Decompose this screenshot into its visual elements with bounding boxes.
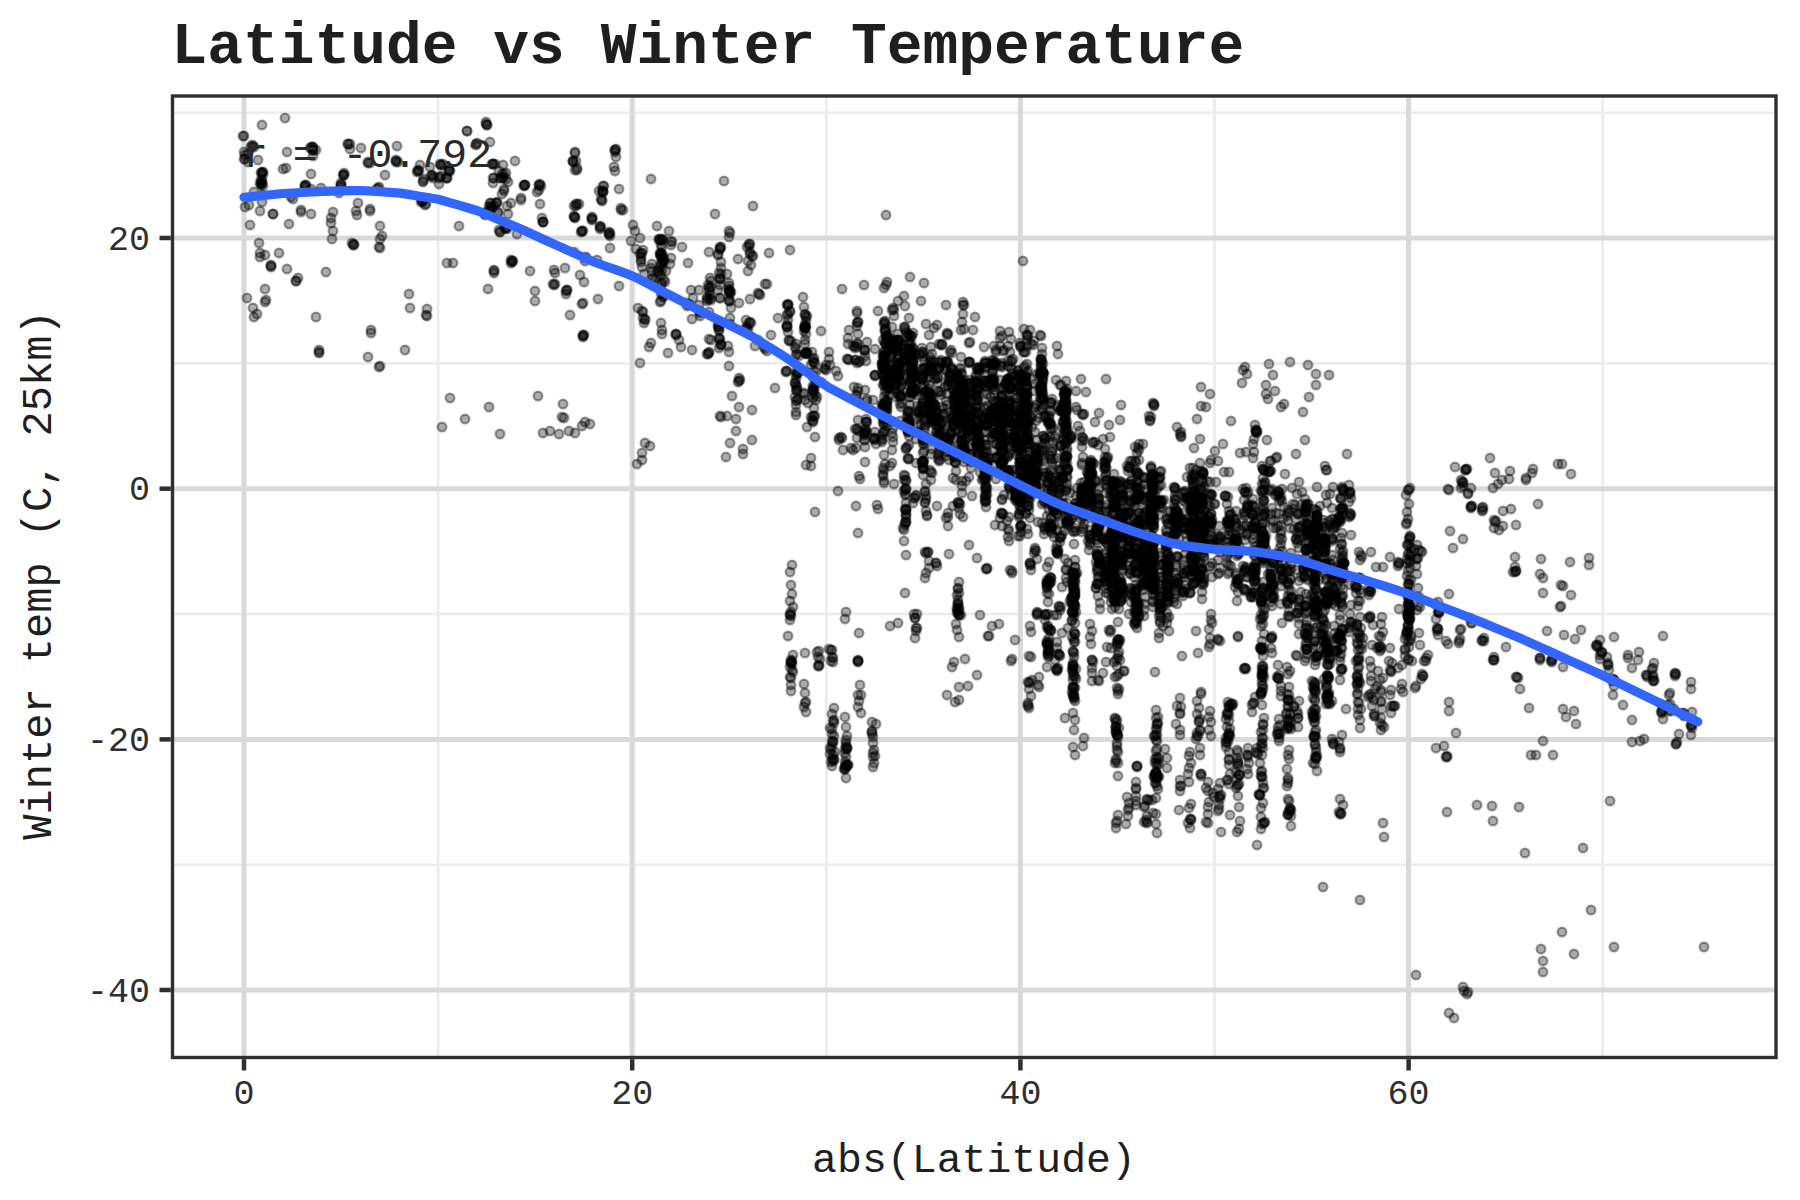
svg-text:-20: -20 — [87, 722, 150, 762]
svg-text:Winter temp (C, 25km): Winter temp (C, 25km) — [16, 310, 64, 839]
svg-text:-40: -40 — [87, 973, 150, 1013]
svg-text:40: 40 — [999, 1075, 1041, 1115]
svg-text:abs(Latitude): abs(Latitude) — [812, 1137, 1136, 1184]
svg-text:0: 0 — [129, 471, 150, 511]
svg-text:60: 60 — [1388, 1075, 1430, 1115]
svg-text:Latitude vs Winter Temperature: Latitude vs Winter Temperature — [172, 13, 1245, 81]
svg-text:20: 20 — [611, 1075, 653, 1115]
svg-text:0: 0 — [233, 1075, 254, 1115]
svg-text:r = -0.792: r = -0.792 — [243, 132, 492, 179]
svg-text:20: 20 — [108, 221, 150, 261]
